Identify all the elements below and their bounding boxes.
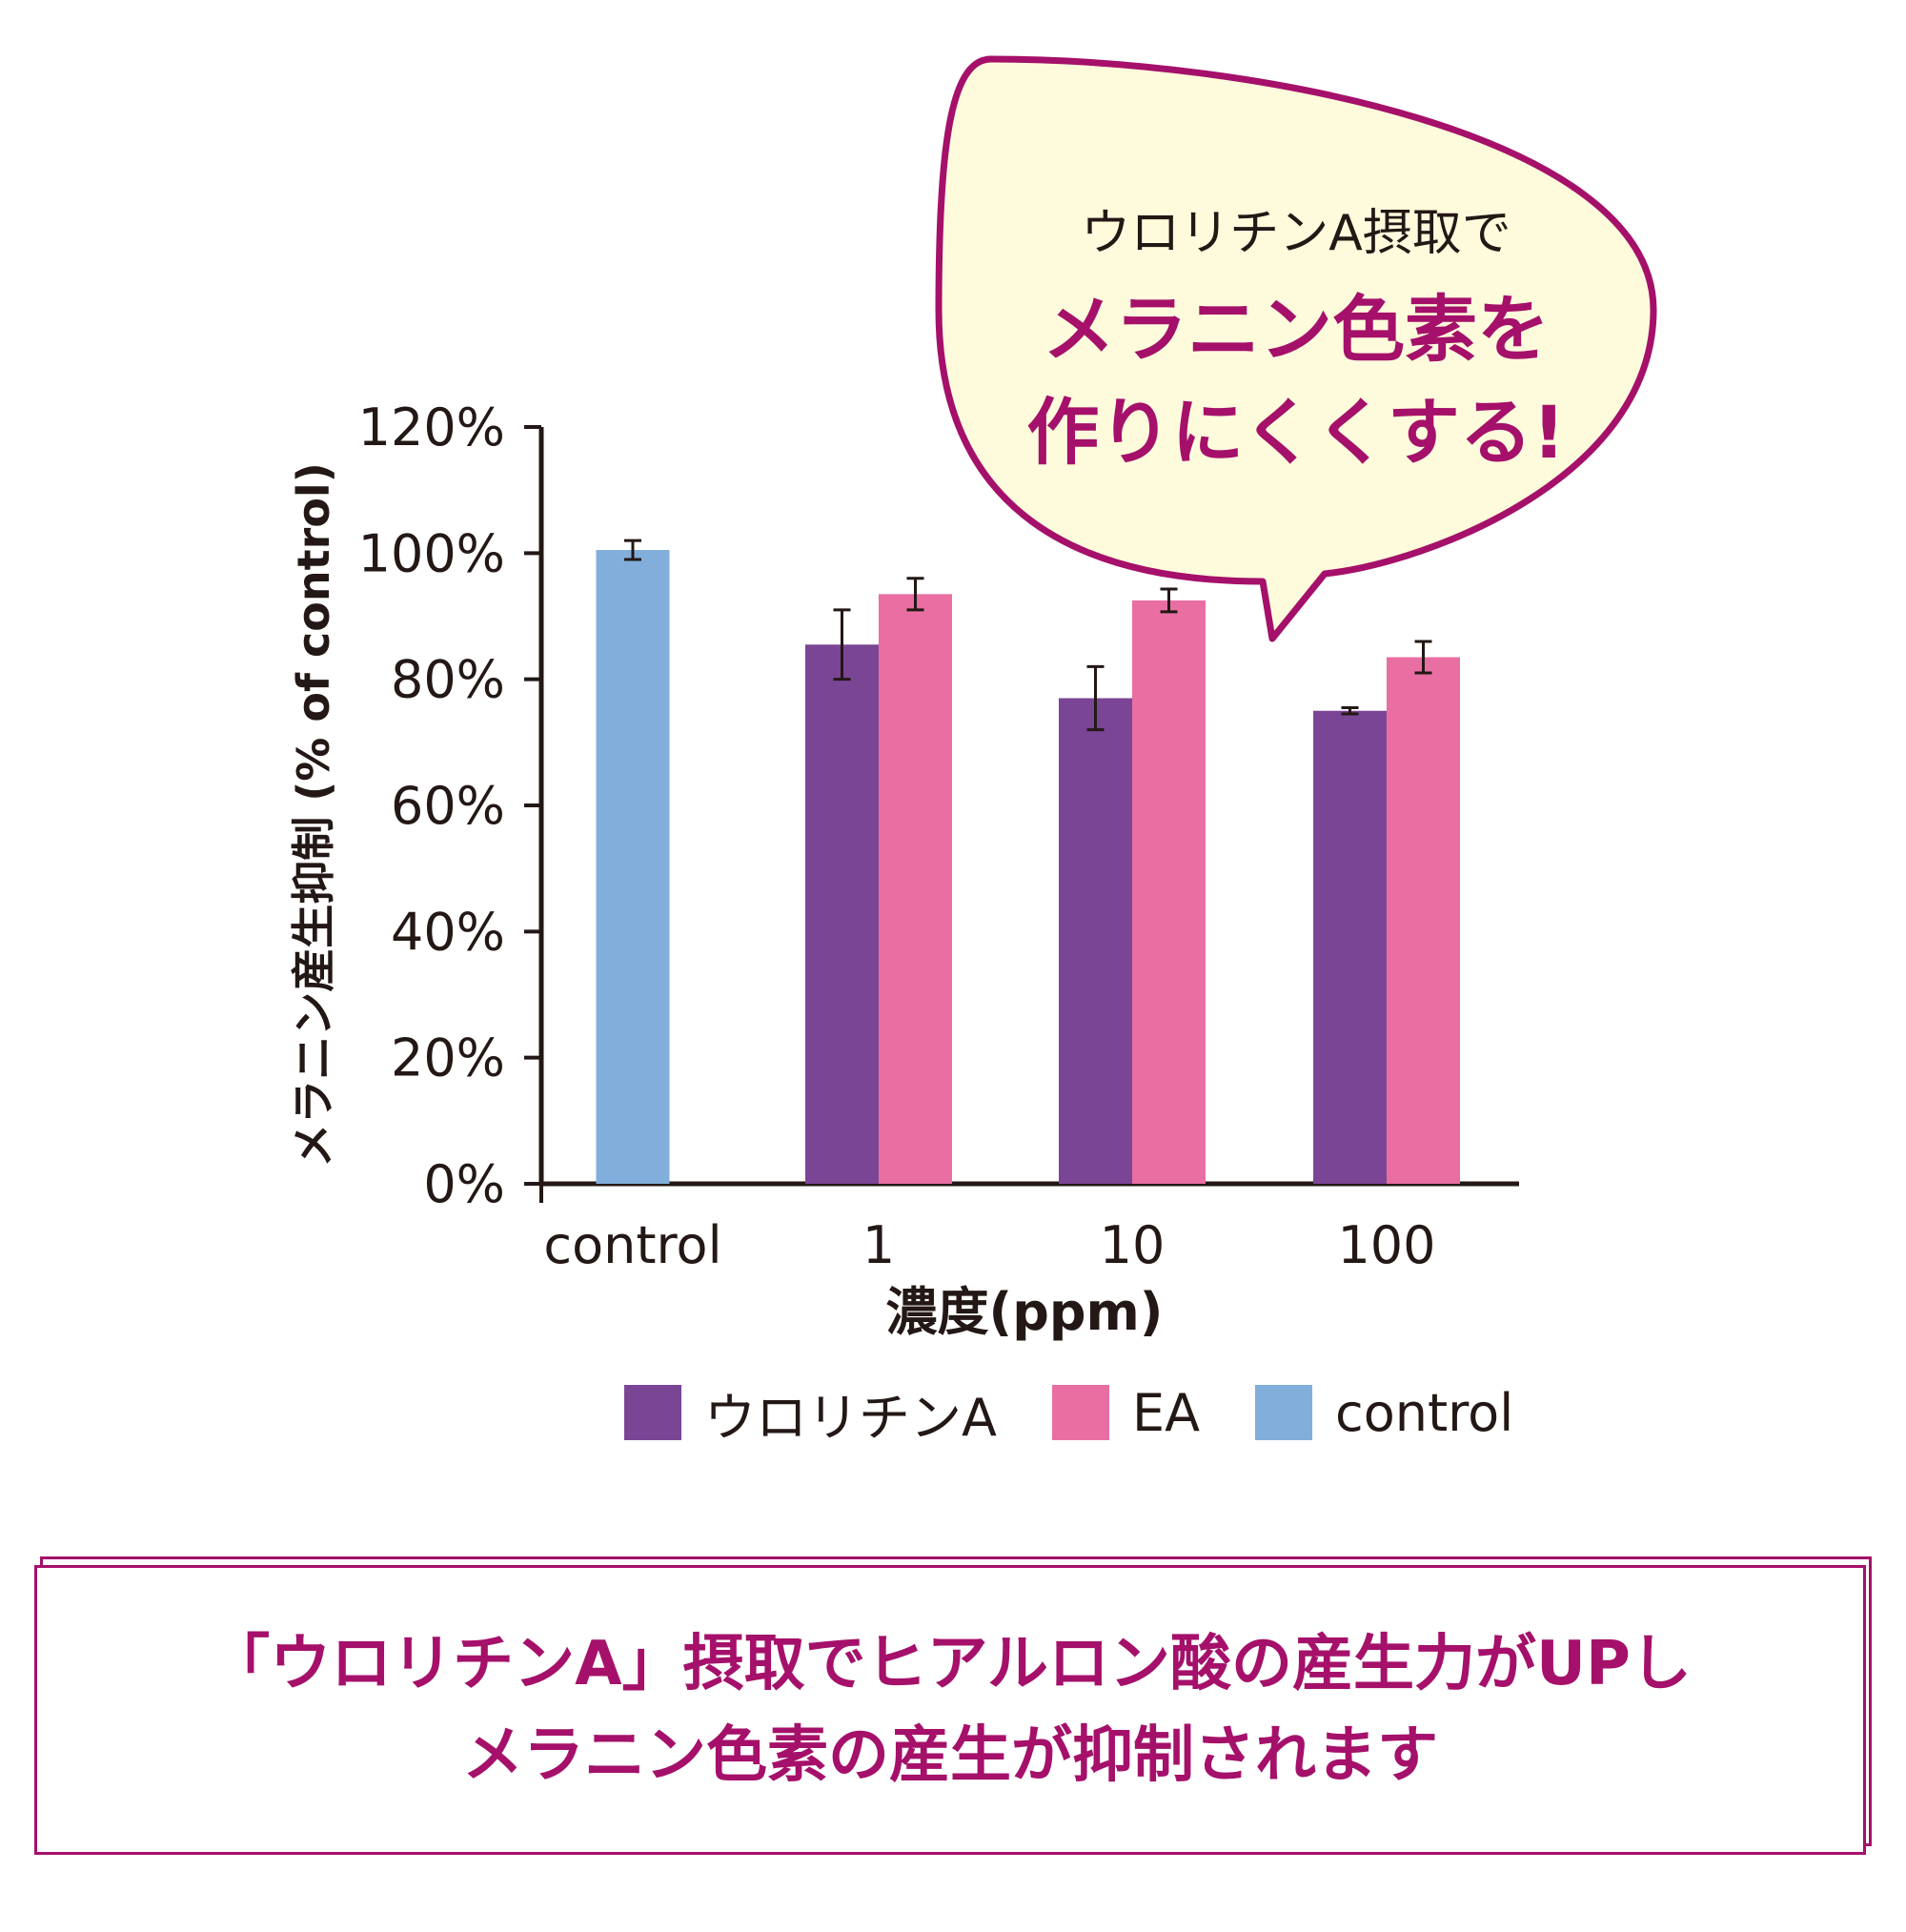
error-bar xyxy=(833,608,851,681)
legend-item-control: control xyxy=(1255,1383,1513,1443)
bar-ea-10 xyxy=(1132,600,1206,1184)
bars xyxy=(596,550,1460,1184)
legend-swatch-urolithin xyxy=(624,1385,681,1440)
legend-item-ea: EA xyxy=(1051,1382,1201,1443)
callout-line-1: ウロリチンA摂取で xyxy=(1081,205,1511,262)
x-tick-label: 1 xyxy=(862,1215,895,1275)
error-bar xyxy=(1086,664,1105,732)
legend-swatch-ea xyxy=(1051,1385,1109,1440)
bar-urolithin-10 xyxy=(1059,698,1132,1184)
x-axis-label: 濃度(ppm) xyxy=(886,1282,1164,1342)
error-bars xyxy=(624,539,1432,732)
y-tick-label: 40% xyxy=(391,902,505,962)
x-tick-labels: control 1 10 100 xyxy=(543,1215,1435,1275)
y-axis-label: メラニン産生抑制 (% of control) xyxy=(288,462,339,1167)
bar-ea-100 xyxy=(1387,657,1460,1184)
legend-swatch-control xyxy=(1255,1385,1313,1440)
y-tick-label: 80% xyxy=(391,650,505,710)
legend-item-urolithin: ウロリチンA xyxy=(624,1375,997,1451)
bar-urolithin-100 xyxy=(1313,710,1387,1184)
y-tick-label: 100% xyxy=(358,523,505,583)
error-bar xyxy=(1160,587,1178,614)
y-tick-label: 0% xyxy=(423,1154,505,1214)
callout-line-2: メラニン色素を xyxy=(1043,287,1550,372)
speech-bubble: ウロリチンA摂取で メラニン色素を 作りにくくする! xyxy=(935,55,1657,642)
error-bar xyxy=(1341,705,1359,716)
x-tick-label: control xyxy=(543,1215,721,1275)
x-tick-label: 10 xyxy=(1100,1215,1166,1275)
bar-ea-1 xyxy=(879,594,952,1184)
legend-label-urolithin: ウロリチンA xyxy=(704,1387,997,1448)
y-tick-label: 60% xyxy=(391,776,505,836)
error-bar xyxy=(1414,640,1432,675)
y-tick-label: 20% xyxy=(391,1028,505,1088)
x-tick-label: 100 xyxy=(1337,1215,1435,1275)
summary-box: 「ウロリチンA」摂取でヒアルロン酸の産生力がUPし メラニン色素の産生が抑制され… xyxy=(34,1565,1866,1855)
error-bar xyxy=(624,539,641,561)
legend-label-ea: EA xyxy=(1131,1382,1201,1443)
speech-bubble-shape xyxy=(935,55,1657,642)
y-tick-label: 120% xyxy=(358,397,505,458)
callout-line-3: 作りにくくする! xyxy=(1026,390,1565,475)
summary-line-1: 「ウロリチンA」摂取でヒアルロン酸の産生力がUPし xyxy=(209,1629,1692,1699)
legend-label-control: control xyxy=(1335,1382,1514,1443)
legend: ウロリチンA EA control xyxy=(624,1382,1569,1448)
bar-control-control xyxy=(596,550,670,1184)
bar-urolithin-1 xyxy=(805,644,879,1184)
summary-line-2: メラニン色素の産生が抑制されます xyxy=(462,1720,1438,1791)
y-ticks: 0% 20% 40% 60% 80% 100% 120% xyxy=(358,397,541,1214)
error-bar xyxy=(906,577,924,612)
